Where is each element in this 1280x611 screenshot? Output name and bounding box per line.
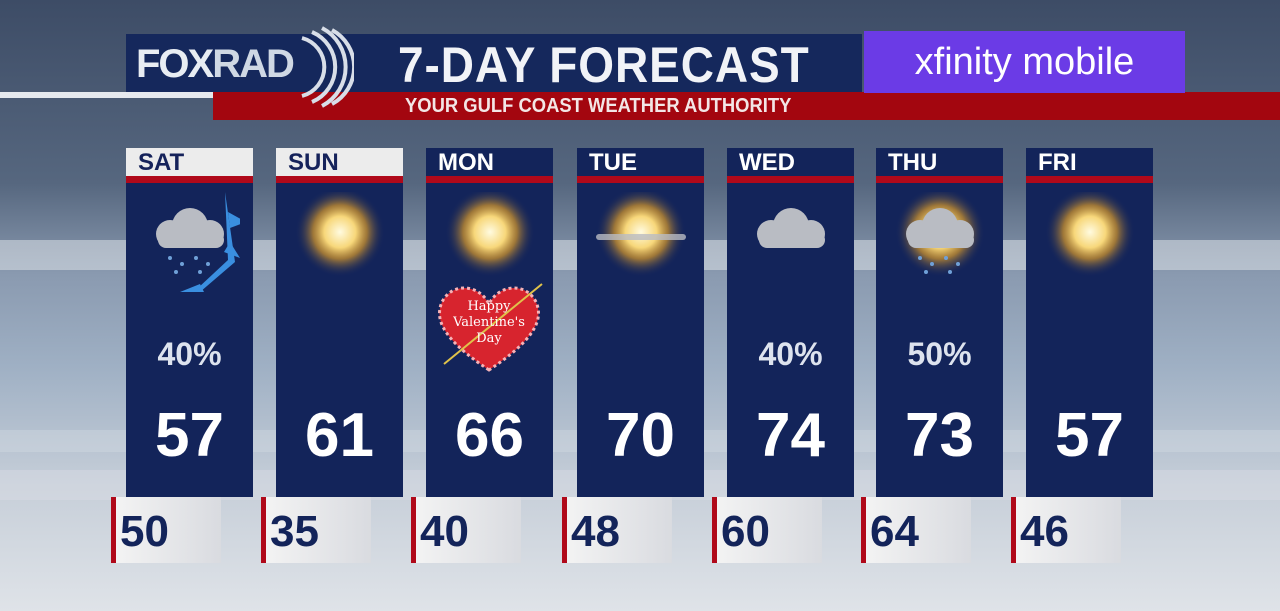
low-temp: 40 [420,507,469,556]
precip-chance: 50% [907,336,972,372]
day-column-mon: MON Happy Valentine's Day 66 [426,148,553,497]
high-temp: 57 [1055,401,1124,470]
day-column-tue: TUE 70 [577,148,704,497]
day-label: MON [438,149,494,176]
sponsor-logo: xfinity mobile [864,31,1185,93]
sun-icon [295,192,385,277]
high-temp: 57 [155,401,224,470]
low-temp: 48 [571,507,620,556]
precip-chance: 40% [758,336,823,372]
day-label: WED [739,149,795,176]
low-temp-box: 60 [712,497,822,563]
day-label: SUN [276,148,403,176]
low-temp: 50 [120,507,169,556]
day-column-fri: FRI 57 [1026,148,1153,497]
day-column-thu: THU 50% 73 [876,148,1003,497]
day-column-wed: WED 40% 74 [727,148,854,497]
high-temp: 66 [455,401,524,470]
svg-text:Valentine's: Valentine's [452,315,525,330]
low-temp-box: 35 [261,497,371,563]
day-label: FRI [1038,149,1077,176]
sun-icon [445,192,535,277]
page-title: 7-DAY FORECAST [398,37,810,93]
day-label: THU [888,149,938,176]
high-temp: 61 [305,401,374,470]
title-bar [126,34,862,92]
low-temp-box: 48 [562,497,672,563]
foxrad-logo: FOXRAD [136,42,295,86]
sun-cloud-rain-icon [895,192,985,277]
svg-text:Day: Day [476,331,502,346]
day-label: SAT [126,148,253,176]
low-temp: 64 [870,507,919,556]
day-column-sun: SUN 61 [276,148,403,497]
low-temp-box: 40 [411,497,521,563]
low-temp-box: 64 [861,497,971,563]
day-column-sat: SAT 40% 57 [126,148,253,497]
high-temp: 74 [756,401,825,470]
high-temp: 70 [606,401,675,470]
high-temp: 73 [905,401,974,470]
radar-rings-icon [301,26,354,108]
day-label: TUE [589,149,637,176]
low-temp: 60 [721,507,770,556]
sun-haze-icon [596,192,686,277]
cloud-rain-cold-front-icon [156,192,240,292]
page-subtitle: YOUR GULF COAST WEATHER AUTHORITY [405,95,792,117]
precip-chance: 40% [157,336,222,372]
cloud-icon [757,208,825,248]
low-temp: 46 [1020,507,1069,556]
divider [0,92,213,98]
subtitle-bar [213,92,1280,120]
low-temp-box: 50 [111,497,221,563]
svg-text:Happy: Happy [467,299,511,314]
low-temp-box: 46 [1011,497,1121,563]
sun-icon [1045,192,1135,277]
low-temp: 35 [270,507,319,556]
